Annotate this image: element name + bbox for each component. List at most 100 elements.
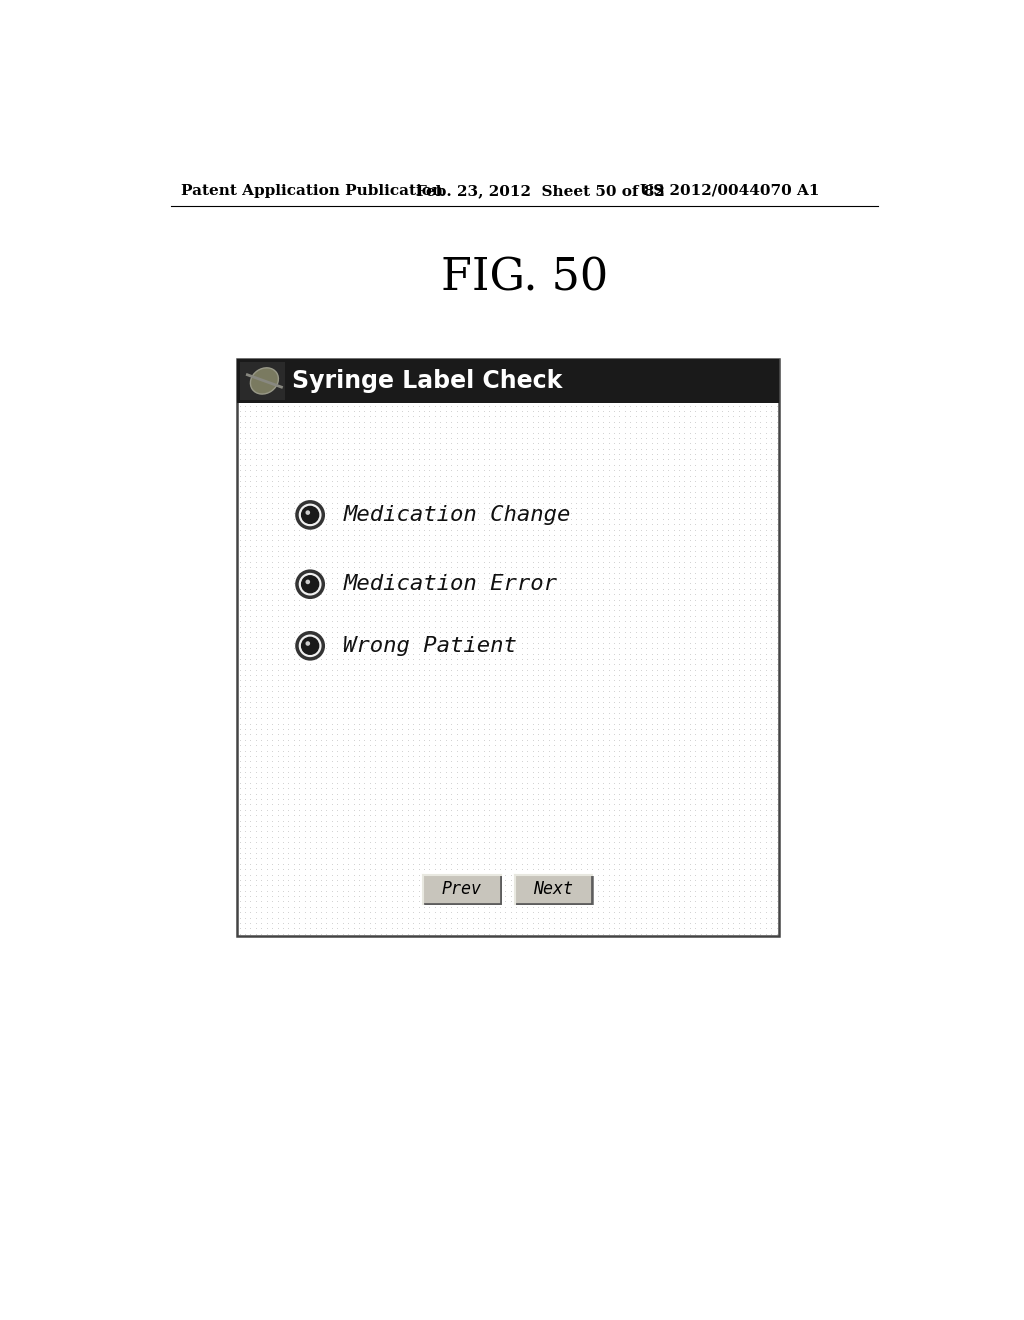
Point xyxy=(557,805,573,826)
Point xyxy=(378,632,394,653)
Point xyxy=(437,541,454,562)
Point xyxy=(307,676,324,697)
Point xyxy=(498,632,514,653)
Point xyxy=(503,395,519,416)
Point xyxy=(622,583,638,605)
Point xyxy=(383,454,399,475)
Point xyxy=(231,886,248,907)
Point xyxy=(281,589,297,610)
Point xyxy=(329,459,345,480)
Point xyxy=(486,449,503,470)
Point xyxy=(411,454,427,475)
Point xyxy=(389,912,406,933)
Point xyxy=(432,546,449,568)
Point xyxy=(529,832,546,853)
Point xyxy=(307,756,324,777)
Point xyxy=(302,422,318,444)
Point xyxy=(633,821,649,842)
Point xyxy=(329,562,345,583)
Point xyxy=(682,627,698,648)
Point xyxy=(378,492,394,513)
Point xyxy=(676,741,692,762)
Point xyxy=(324,405,340,426)
Point xyxy=(622,653,638,675)
Point xyxy=(416,616,432,638)
Point xyxy=(666,875,682,896)
Point xyxy=(264,498,281,519)
Point xyxy=(437,821,454,842)
Point xyxy=(411,465,427,486)
Point xyxy=(709,535,725,556)
Point xyxy=(274,557,291,578)
Point xyxy=(703,428,720,449)
Point xyxy=(237,470,253,491)
Point xyxy=(622,594,638,615)
Point xyxy=(389,529,406,550)
Point xyxy=(611,917,628,939)
Point xyxy=(498,847,514,869)
Point xyxy=(416,638,432,659)
Point xyxy=(536,449,552,470)
Point xyxy=(399,648,416,669)
Point xyxy=(253,616,269,638)
Point xyxy=(421,513,437,535)
Point xyxy=(746,648,763,669)
Point xyxy=(475,762,492,783)
Point xyxy=(443,870,460,891)
Point xyxy=(498,718,514,739)
Point xyxy=(524,891,541,912)
Point xyxy=(340,605,356,627)
Point xyxy=(465,783,481,804)
Point xyxy=(281,746,297,767)
Point xyxy=(536,470,552,491)
Point xyxy=(725,459,741,480)
Point xyxy=(449,395,465,416)
Point xyxy=(649,783,666,804)
Point xyxy=(600,659,616,680)
Point xyxy=(459,751,475,772)
Point xyxy=(579,810,595,832)
Point xyxy=(654,886,671,907)
Point xyxy=(307,917,324,939)
Point xyxy=(567,896,584,917)
Point xyxy=(248,756,264,777)
Point xyxy=(367,611,383,632)
Point xyxy=(611,762,628,783)
Point xyxy=(454,853,470,874)
Point xyxy=(367,578,383,599)
Point xyxy=(638,767,654,788)
Point xyxy=(541,508,557,529)
Point xyxy=(567,557,584,578)
Point xyxy=(503,886,519,907)
Point xyxy=(730,412,746,433)
Point xyxy=(546,482,562,503)
Point xyxy=(730,405,746,426)
Point xyxy=(329,552,345,573)
Point xyxy=(291,513,307,535)
Point xyxy=(676,837,692,858)
Point xyxy=(465,562,481,583)
Point xyxy=(389,405,406,426)
Point xyxy=(459,708,475,729)
Point xyxy=(237,524,253,545)
Point xyxy=(318,858,335,879)
Point xyxy=(519,821,536,842)
Point xyxy=(746,632,763,653)
Point xyxy=(546,449,562,470)
Point xyxy=(312,692,329,713)
Point xyxy=(394,477,411,498)
Point xyxy=(312,847,329,869)
Point xyxy=(709,638,725,659)
Point xyxy=(682,605,698,627)
Point xyxy=(703,594,720,615)
Point xyxy=(329,896,345,917)
Point xyxy=(459,454,475,475)
Point xyxy=(682,552,698,573)
Point xyxy=(529,702,546,723)
Point xyxy=(459,847,475,869)
Point xyxy=(470,746,486,767)
Point xyxy=(746,417,763,438)
Point xyxy=(725,793,741,814)
Point xyxy=(758,821,774,842)
Point xyxy=(297,417,313,438)
